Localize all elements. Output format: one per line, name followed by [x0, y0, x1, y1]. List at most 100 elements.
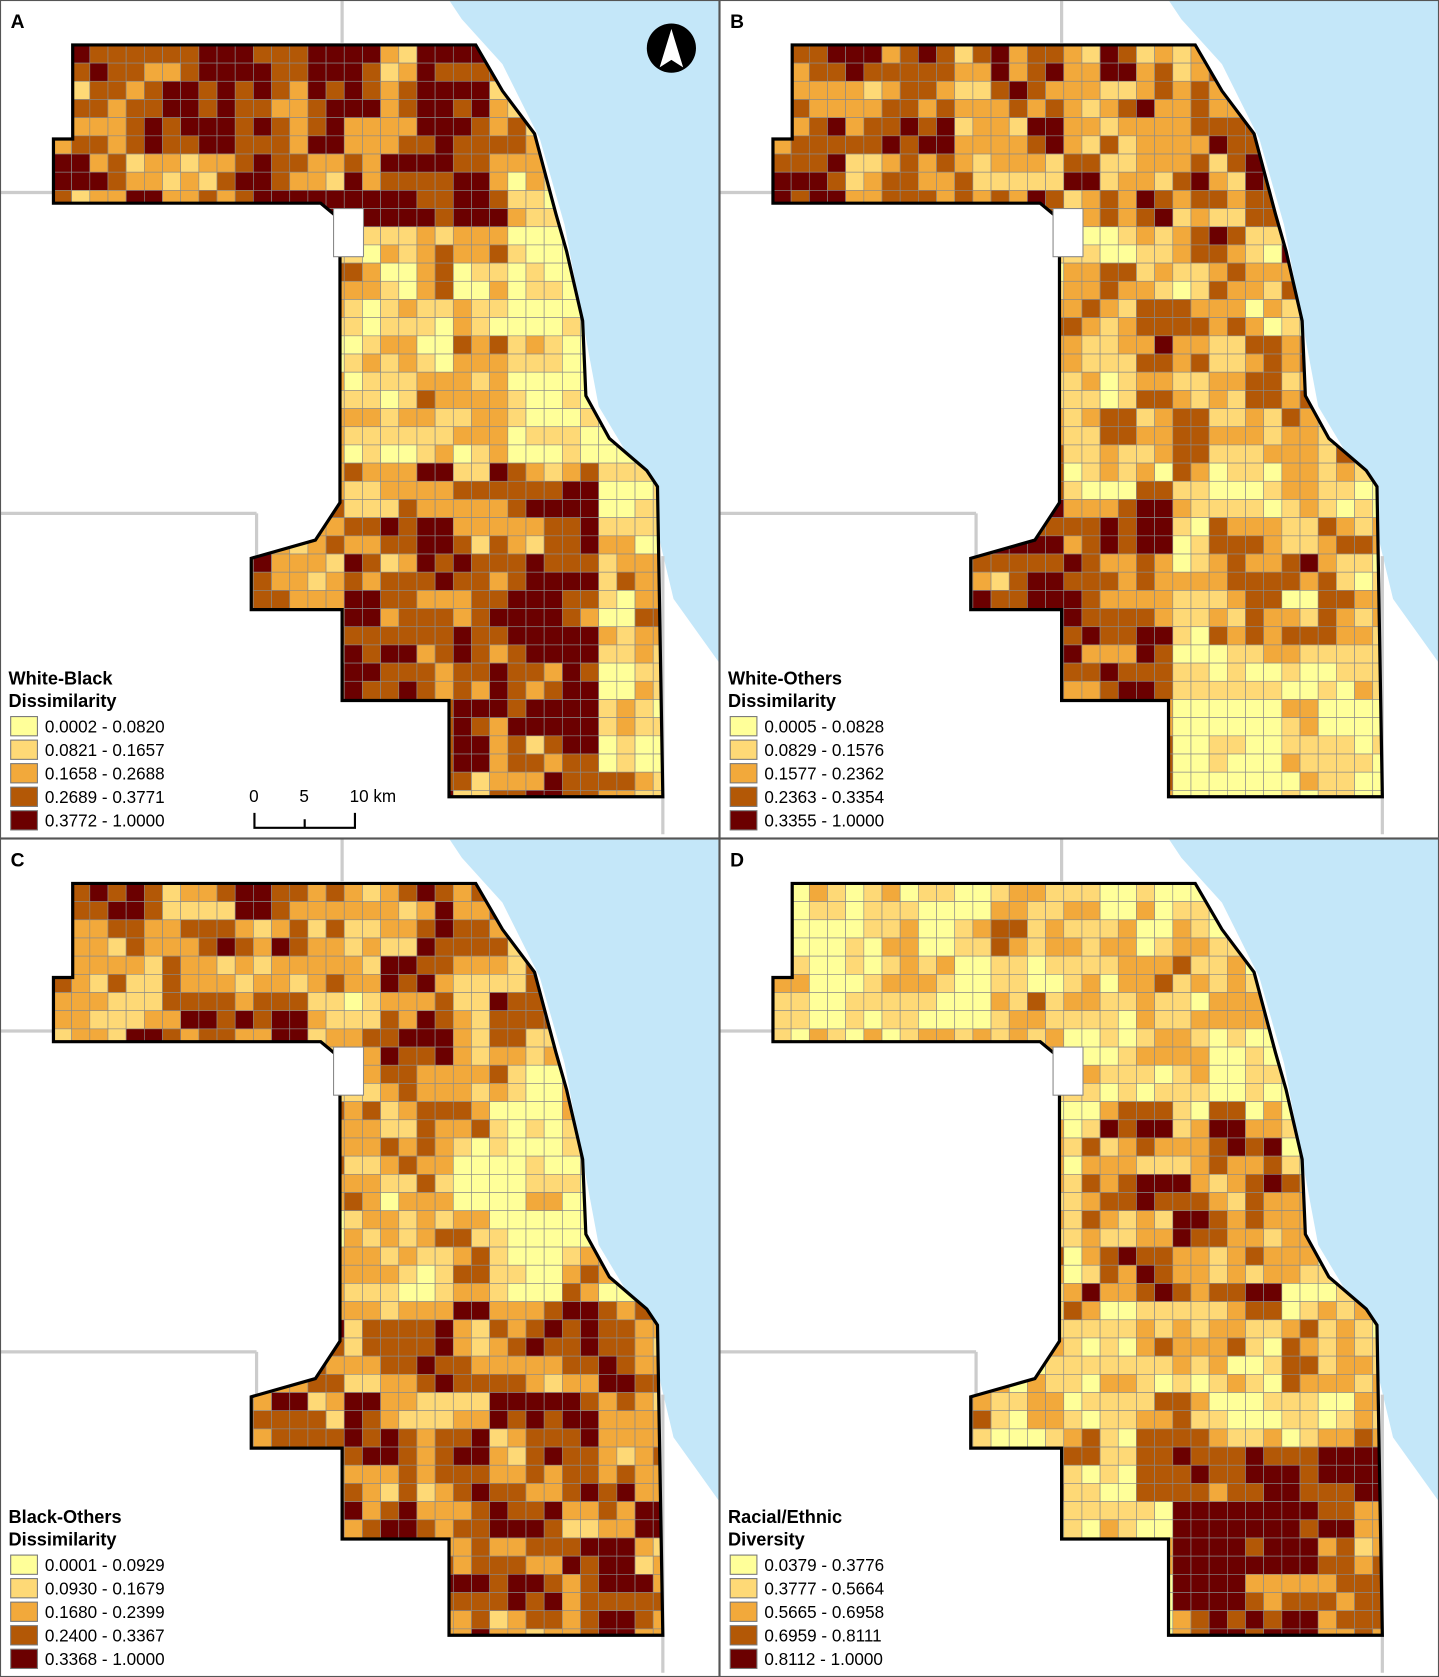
- tract: [144, 919, 163, 939]
- tract: [1263, 517, 1283, 537]
- tract: [1245, 717, 1264, 737]
- tract: [452, 1628, 472, 1636]
- tract: [562, 1246, 581, 1266]
- tract: [1063, 1174, 1083, 1193]
- tract: [416, 171, 436, 191]
- tract: [125, 992, 145, 1012]
- tract: [380, 1355, 400, 1375]
- tract: [507, 390, 527, 409]
- tract: [1154, 974, 1174, 993]
- tract: [1045, 553, 1065, 573]
- tract: [1045, 44, 1065, 64]
- tract: [525, 1064, 545, 1084]
- tract: [343, 955, 363, 975]
- tract: [525, 735, 545, 755]
- tract: [380, 390, 400, 409]
- tract: [489, 1301, 509, 1321]
- tract: [525, 571, 545, 591]
- tract: [507, 171, 527, 191]
- tract: [507, 262, 527, 282]
- tract: [416, 644, 436, 664]
- tract: [990, 153, 1010, 173]
- tract: [616, 590, 636, 609]
- tract: [471, 1064, 490, 1084]
- tract: [1208, 244, 1228, 264]
- tract: [1063, 1137, 1083, 1157]
- tract: [1208, 974, 1228, 993]
- tract: [416, 662, 436, 682]
- tract: [1117, 426, 1137, 446]
- tract: [1063, 171, 1083, 191]
- tract: [990, 117, 1010, 137]
- tract: [562, 1519, 581, 1539]
- tract: [180, 901, 200, 921]
- tract: [434, 135, 454, 155]
- tract: [398, 62, 418, 82]
- legend-swatch: [729, 716, 758, 737]
- tract: [1172, 135, 1192, 155]
- tract: [144, 992, 163, 1012]
- tract: [398, 1410, 418, 1430]
- tract: [452, 1428, 472, 1448]
- tract: [452, 390, 472, 409]
- tract: [616, 1610, 636, 1630]
- tract: [1245, 1010, 1264, 1030]
- tract: [471, 299, 490, 318]
- tract: [616, 1464, 636, 1484]
- tract: [845, 974, 865, 993]
- tract: [362, 299, 381, 318]
- tract: [380, 280, 400, 300]
- tract: [1081, 662, 1101, 682]
- tract: [1354, 517, 1374, 537]
- tract: [434, 1228, 454, 1248]
- tract: [1027, 135, 1046, 155]
- tract: [1208, 208, 1228, 228]
- tract: [1063, 317, 1083, 337]
- tract: [1081, 353, 1101, 373]
- tract: [307, 590, 327, 609]
- tract: [1136, 153, 1155, 173]
- panel-border: [0, 0, 720, 839]
- tract: [1063, 1155, 1083, 1175]
- tract: [1263, 371, 1283, 391]
- tract: [863, 117, 883, 137]
- tract: [562, 626, 581, 646]
- tract: [1281, 1174, 1301, 1193]
- tract: [543, 408, 563, 428]
- tract: [1208, 1192, 1228, 1212]
- tract: [1136, 1028, 1155, 1048]
- tract: [289, 974, 309, 993]
- tract: [1263, 717, 1283, 737]
- tract: [452, 1392, 472, 1412]
- tract: [507, 226, 527, 246]
- tract: [1027, 974, 1046, 993]
- tract: [307, 1010, 327, 1030]
- tract: [972, 901, 992, 921]
- tract: [1172, 1137, 1192, 1157]
- tract: [489, 1046, 509, 1066]
- tract: [899, 80, 919, 100]
- tract: [543, 499, 563, 518]
- tract: [1154, 1119, 1174, 1139]
- tract: [845, 937, 865, 957]
- tract: [1063, 608, 1083, 628]
- tract: [380, 1446, 400, 1466]
- tract: [634, 753, 654, 773]
- tract: [1226, 571, 1246, 591]
- legend-swatch: [10, 1578, 38, 1599]
- tract: [489, 1592, 509, 1612]
- tract: [325, 1374, 345, 1393]
- tract: [452, 444, 472, 464]
- tract: [107, 99, 127, 118]
- tract: [1117, 1192, 1137, 1212]
- tract: [616, 462, 636, 482]
- tract: [289, 1010, 309, 1030]
- tract: [216, 80, 236, 100]
- tract: [598, 535, 618, 555]
- legend-swatch: [10, 1648, 38, 1669]
- tract: [634, 662, 654, 682]
- tract: [416, 117, 436, 137]
- tract: [562, 771, 581, 791]
- tract: [234, 992, 254, 1012]
- tract: [471, 1501, 490, 1521]
